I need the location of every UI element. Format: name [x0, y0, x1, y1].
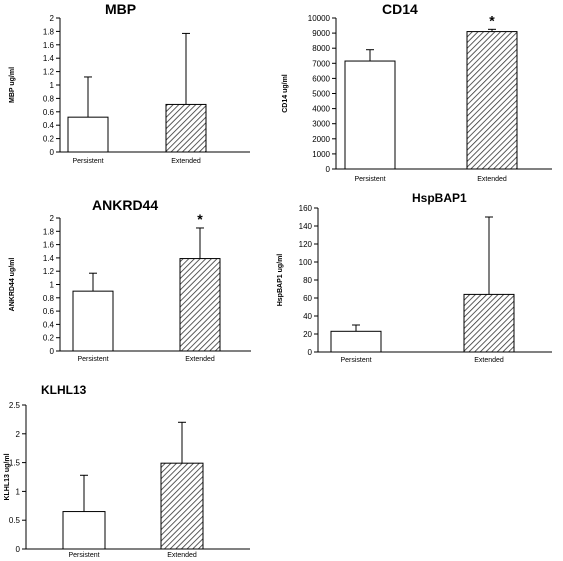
y-tick-label: 1.8: [43, 27, 55, 36]
y-tick-label: 1.6: [43, 41, 55, 50]
y-tick-label: 0.2: [43, 135, 55, 144]
y-tick-label: 2: [50, 14, 55, 23]
y-tick-label: 120: [299, 240, 313, 249]
bar-persistent: [67, 116, 109, 153]
significance-marker: *: [489, 12, 495, 28]
bar-extended: [165, 103, 207, 153]
chart-panel-5: KLHL13 KLHL13 ug/ml 0 0.5 1 1.5 2 2.5 Persistent…: [4, 383, 250, 559]
y-tick-label: 2: [50, 214, 55, 223]
y-axis-label: HspBAP1 ug/ml: [277, 254, 284, 307]
x-category-label: Persistent: [68, 552, 99, 559]
y-tick-label: 3000: [312, 120, 330, 129]
y-tick-label: 1.8: [43, 227, 55, 236]
y-tick-label: 5000: [312, 90, 330, 99]
y-tick-label: 1: [16, 487, 21, 496]
y-tick-label: 8000: [312, 44, 330, 53]
y-tick-label: 2.5: [9, 401, 21, 410]
bar-persistent: [330, 330, 382, 353]
y-tick-label: 80: [303, 276, 312, 285]
bar-extended: [463, 293, 515, 353]
y-tick-label: 0: [16, 545, 21, 554]
x-category-label: Extended: [474, 357, 504, 364]
significance-marker: *: [197, 211, 203, 227]
y-tick-label: 0.6: [43, 108, 55, 117]
y-axis-label: KLHL13 ug/ml: [4, 453, 11, 500]
y-tick-label: 1: [50, 281, 55, 290]
y-axis-label: MBP ug/ml: [9, 67, 16, 103]
bar-extended: [466, 31, 518, 170]
chart-title: CD14: [382, 1, 418, 17]
chart-title: MBP: [105, 1, 136, 17]
chart-panel-3: ANKRD44 ANKRD44 ug/ml 0 0.2 0.4 0.6 0.8 1 1.2 1.4…: [9, 197, 251, 363]
y-tick-label: 160: [299, 204, 313, 213]
y-tick-label: 1.2: [43, 267, 55, 276]
bar-persistent: [344, 60, 396, 170]
chart-panel-1: MBP MBP ug/ml 0 0.2 0.4 0.6 0.8 1 1.2 1.4 1.6 1.8 2 P…: [9, 1, 250, 165]
y-tick-label: 0.6: [43, 307, 55, 316]
x-category-label: Extended: [167, 552, 197, 559]
chart-panel-2: CD14 CD14 ug/ml 0 1000 2000 3000 4000 5000 6000 7…: [282, 1, 552, 183]
chart-title: KLHL13: [41, 383, 87, 397]
y-tick-label: 1.4: [43, 54, 55, 63]
y-tick-label: 1000: [312, 150, 330, 159]
x-category-label: Persistent: [72, 158, 103, 165]
x-category-label: Extended: [185, 356, 215, 363]
y-tick-label: 0.4: [43, 121, 55, 130]
y-tick-label: 1.4: [43, 254, 55, 263]
y-tick-label: 1.2: [43, 68, 55, 77]
y-tick-label: 0.4: [43, 320, 55, 329]
bar-extended: [179, 258, 221, 352]
bar-persistent: [62, 511, 106, 550]
y-tick-label: 10000: [308, 14, 331, 23]
y-tick-label: 0: [50, 148, 55, 157]
x-category-label: Persistent: [77, 356, 108, 363]
y-tick-label: 0.5: [9, 516, 21, 525]
y-tick-label: 7000: [312, 59, 330, 68]
y-tick-label: 0.8: [43, 94, 55, 103]
y-axis-label: CD14 ug/ml: [282, 74, 289, 113]
chart-title: HspBAP1: [412, 191, 467, 205]
x-category-label: Extended: [171, 158, 201, 165]
y-tick-label: 2000: [312, 135, 330, 144]
y-tick-label: 140: [299, 222, 313, 231]
y-tick-label: 1.6: [43, 241, 55, 250]
chart-panel-4: HspBAP1 HspBAP1 ug/ml 0 20 40 60 80 100 120 140 16…: [277, 191, 552, 364]
y-tick-label: 0: [50, 347, 55, 356]
chart-title: ANKRD44: [92, 197, 158, 213]
y-tick-label: 40: [303, 312, 312, 321]
bar-extended: [160, 462, 204, 550]
x-category-label: Extended: [477, 176, 507, 183]
y-tick-label: 4000: [312, 105, 330, 114]
x-category-label: Persistent: [354, 176, 385, 183]
y-tick-label: 0: [326, 165, 331, 174]
y-tick-label: 2: [16, 430, 21, 439]
y-axis-label: ANKRD44 ug/ml: [9, 258, 16, 312]
y-tick-label: 9000: [312, 29, 330, 38]
y-tick-label: 0.2: [43, 334, 55, 343]
y-tick-label: 20: [303, 330, 312, 339]
y-tick-label: 100: [299, 258, 313, 267]
y-tick-label: 1: [50, 81, 55, 90]
y-tick-label: 1.5: [9, 459, 21, 468]
y-tick-label: 6000: [312, 74, 330, 83]
y-tick-label: 60: [303, 294, 312, 303]
y-tick-label: 0.8: [43, 294, 55, 303]
y-tick-label: 0: [308, 348, 313, 357]
bar-persistent: [72, 290, 114, 352]
x-category-label: Persistent: [340, 357, 371, 364]
